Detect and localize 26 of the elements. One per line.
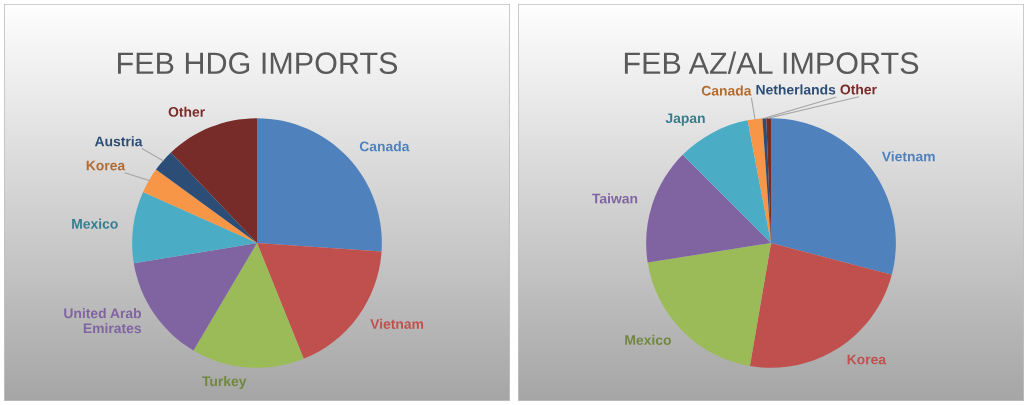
pie-slice xyxy=(132,191,257,264)
pie-slice xyxy=(143,169,257,243)
slice-label: Canada xyxy=(359,141,410,152)
slice-label: Korea xyxy=(86,160,126,171)
pie-slice xyxy=(646,154,771,263)
slice-label: Canada xyxy=(701,85,752,96)
slice-label: Mexico xyxy=(72,218,118,229)
slice-label: Vietnam xyxy=(881,151,935,162)
pie-slice xyxy=(155,152,257,243)
slice-label: Korea xyxy=(847,354,887,365)
chart-title: FEB AZ/AL IMPORTS xyxy=(624,51,919,75)
pie-slice xyxy=(193,243,304,368)
pie-slice xyxy=(747,118,771,243)
slice-label: Mexico xyxy=(625,334,671,345)
slice-label: Other xyxy=(840,84,877,95)
slice-label: Taiwan xyxy=(592,193,638,204)
slice-label: Austria xyxy=(94,136,143,147)
slice-label: Other xyxy=(168,106,205,117)
slice-label: Vietnam xyxy=(370,318,424,329)
slice-label: United Arab Emirates xyxy=(64,308,142,334)
slice-label: Turkey xyxy=(202,375,247,389)
pie-slice xyxy=(170,118,257,243)
slice-label: Netherlands xyxy=(756,84,836,95)
pie-slice xyxy=(749,243,892,368)
chart-title: FEB HDG IMPORTS xyxy=(118,52,398,75)
slice-label: Japan xyxy=(665,113,705,126)
